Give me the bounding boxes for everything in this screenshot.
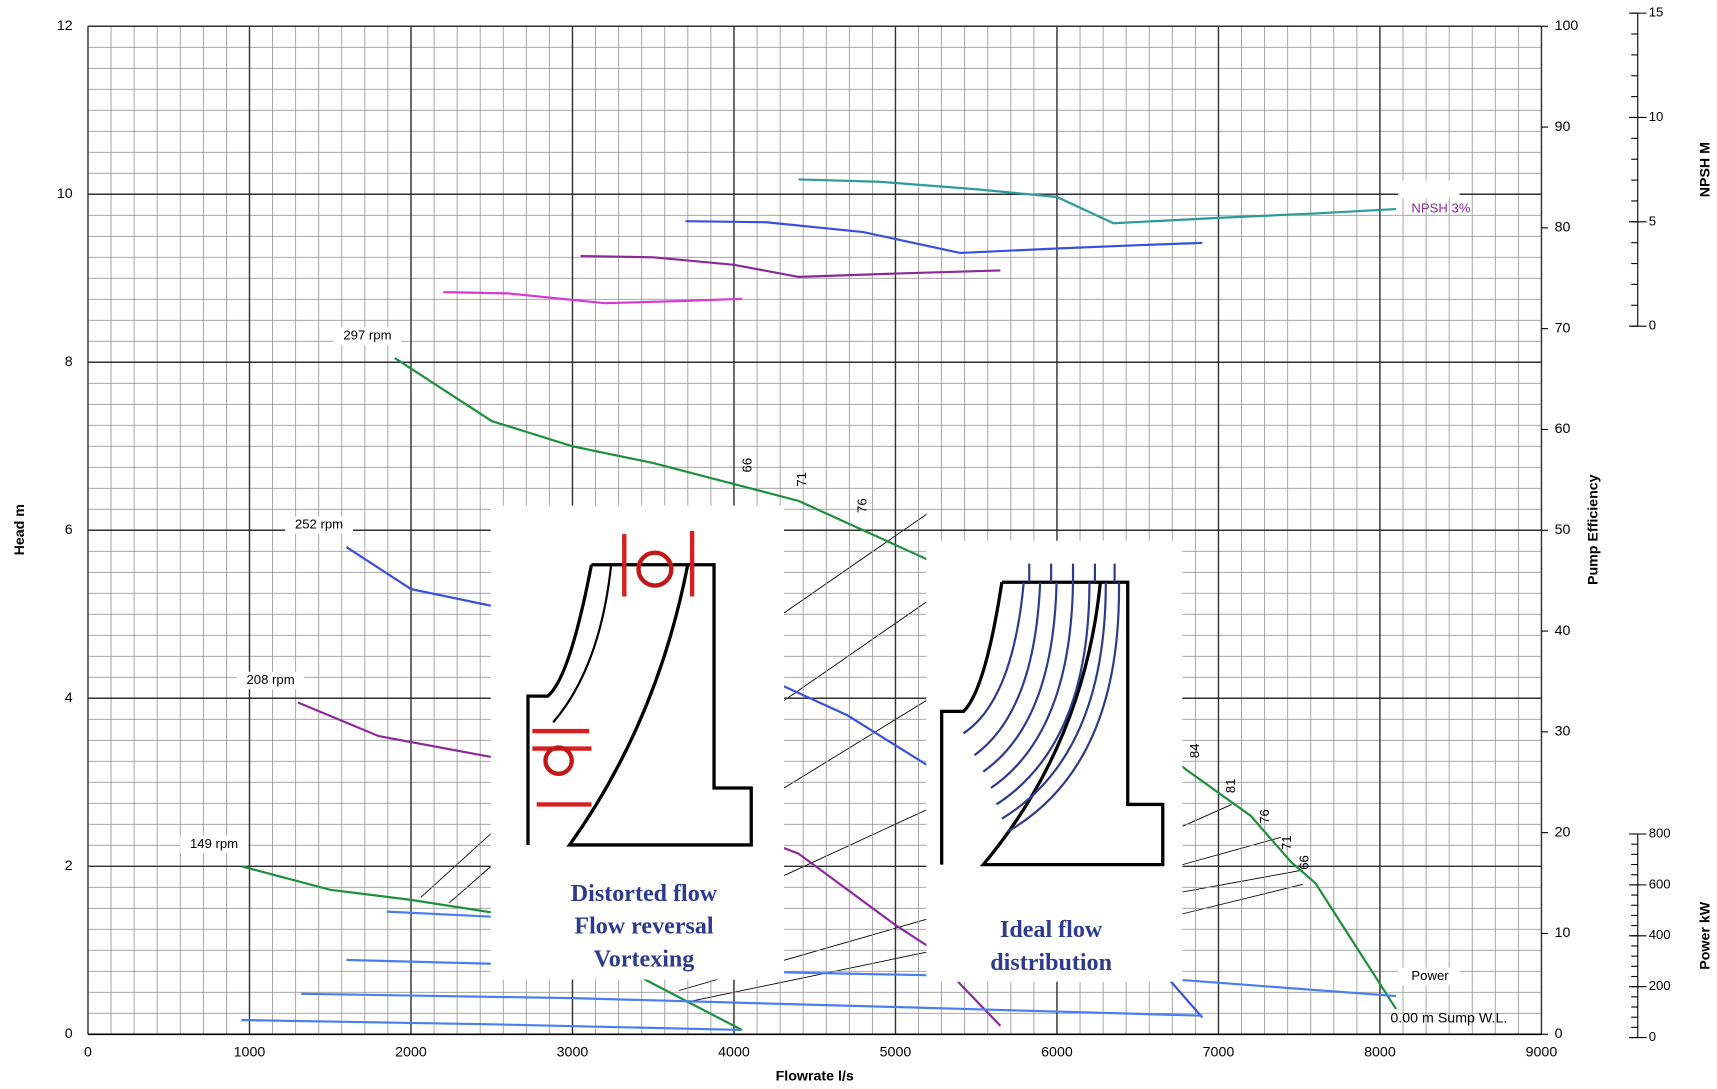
iso-line [1182, 837, 1281, 864]
iso-label: 71 [1279, 835, 1294, 850]
series-line [443, 292, 742, 303]
iso-label: 71 [794, 472, 809, 487]
x-tick-label: 0 [84, 1045, 92, 1061]
power_axis-tick-label: 0 [1649, 1029, 1656, 1044]
iso-line [1182, 804, 1231, 826]
power_axis-tick-label: 200 [1649, 978, 1671, 993]
y2-tick-label: 60 [1555, 421, 1571, 437]
x-axis-title: Flowrate l/s [776, 1069, 854, 1085]
inset-text: Vortexing [594, 946, 695, 972]
series-line [301, 994, 1202, 1016]
x-tick-label: 4000 [718, 1045, 750, 1061]
chart: 297 rpm 252 rpm 208 rpm 149 rpm NPSH 3% Power… [0, 0, 1717, 1089]
iso-line [784, 602, 926, 701]
npsh-axis-title: NPSH M [1697, 142, 1713, 197]
x-tick-label: 2000 [395, 1045, 427, 1061]
y-axis-title: Head m [12, 504, 28, 555]
x-tick-label: 9000 [1526, 1045, 1558, 1061]
iso-line [449, 865, 493, 903]
npsh_axis-tick-label: 10 [1649, 109, 1664, 124]
series-label: Power [1411, 968, 1449, 983]
y2-tick-label: 70 [1555, 320, 1571, 336]
power_axis-tick-label: 800 [1649, 825, 1671, 840]
annotation: 0.00 m Sump W.L. [1390, 1011, 1507, 1027]
page: {"chart_data": { "type": "line", "x_labe… [0, 0, 1717, 1089]
series-label: 208 rpm [246, 672, 294, 687]
y2-tick-label: 90 [1555, 119, 1571, 135]
iso-label: 66 [1297, 855, 1312, 870]
iso-label: 76 [854, 498, 869, 513]
power_axis-tick-label: 600 [1649, 876, 1671, 891]
axes: Flowrate l/s Head m Pump Efficiency NPSH… [12, 5, 1713, 1085]
x-tick-label: 8000 [1364, 1045, 1396, 1061]
power-axis-title: Power kW [1697, 901, 1713, 970]
y-tick-label: 4 [65, 690, 73, 706]
y2-tick-label: 100 [1555, 18, 1579, 34]
label-bg [1398, 181, 1459, 199]
y2-tick-label: 50 [1555, 522, 1571, 538]
y2-tick-label: 10 [1555, 925, 1571, 941]
x-tick-label: 7000 [1203, 1045, 1235, 1061]
y2-tick-label: 40 [1555, 623, 1571, 639]
iso-line [784, 700, 926, 788]
x-tick-label: 1000 [234, 1045, 266, 1061]
series-line [686, 221, 1203, 253]
y-tick-label: 8 [65, 354, 73, 370]
series-label: 297 rpm [343, 328, 391, 343]
series-line [799, 179, 1397, 223]
iso-line [784, 514, 926, 613]
series-line [581, 256, 1001, 277]
y-tick-label: 0 [65, 1026, 73, 1042]
inset-left [491, 506, 784, 980]
x-tick-label: 5000 [880, 1045, 912, 1061]
inset-text: distribution [990, 950, 1112, 976]
y-tick-label: 2 [65, 858, 73, 874]
x-tick-label: 6000 [1041, 1045, 1073, 1061]
npsh_axis-tick-label: 15 [1649, 5, 1664, 20]
inset-text: Flow reversal [574, 914, 714, 940]
npsh_axis-tick-label: 5 [1649, 213, 1656, 228]
x-tick-label: 3000 [557, 1045, 589, 1061]
iso-label: 84 [1187, 744, 1202, 759]
series-label: 149 rpm [190, 836, 238, 851]
inset-text: Ideal flow [1000, 917, 1103, 943]
iso-label: 76 [1257, 809, 1272, 824]
y-tick-label: 6 [65, 522, 73, 538]
y2-tick-label: 0 [1555, 1026, 1563, 1042]
plot-area: 297 rpm 252 rpm 208 rpm 149 rpm NPSH 3% Power… [88, 26, 1541, 1034]
power_axis-tick-label: 400 [1649, 927, 1671, 942]
y2-tick-label: 30 [1555, 724, 1571, 740]
y-tick-label: 12 [57, 18, 73, 34]
series-label: NPSH 3% [1411, 201, 1470, 216]
inset-text: Distorted flow [571, 881, 718, 907]
iso-label: 81 [1223, 779, 1238, 794]
npsh_axis-tick-label: 0 [1649, 318, 1656, 333]
y2-tick-label: 20 [1555, 824, 1571, 840]
y-tick-label: 10 [57, 186, 73, 202]
y2-axis-title: Pump Efficiency [1586, 474, 1602, 585]
y2-tick-label: 80 [1555, 220, 1571, 236]
series-line [241, 1020, 742, 1030]
iso-label: 66 [739, 458, 754, 473]
series-label: 252 rpm [295, 517, 343, 532]
